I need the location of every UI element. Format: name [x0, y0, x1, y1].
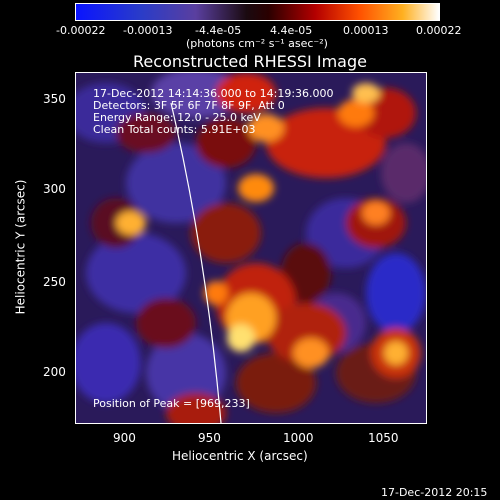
colorbar [75, 3, 440, 21]
energy-range: Energy Range: 12.0 - 25.0 keV [93, 111, 261, 124]
peak-position: Position of Peak = [969,233] [93, 397, 250, 410]
y-tick-label: 250 [43, 275, 66, 289]
image-title: Reconstructed RHESSI Image [133, 52, 367, 71]
x-tick-label: 900 [113, 431, 136, 445]
colorbar-units: (photons cm⁻² s⁻¹ asec⁻²) [186, 37, 328, 50]
y-tick-label: 200 [43, 365, 66, 379]
x-tick-label: 1000 [283, 431, 314, 445]
colorbar-tick-label: -0.00022 [56, 24, 106, 37]
y-axis-label: Heliocentric Y (arcsec) [13, 179, 28, 315]
solar-limb [170, 102, 222, 423]
colorbar-tick-label: 0.00013 [343, 24, 389, 37]
x-tick-label: 950 [198, 431, 221, 445]
x-tick-label: 1050 [368, 431, 399, 445]
rhessi-image [75, 72, 427, 424]
colorbar-tick-label: -0.00013 [123, 24, 173, 37]
time-range: 17-Dec-2012 14:14:36.000 to 14:19:36.000 [93, 87, 334, 100]
y-tick-label: 300 [43, 182, 66, 196]
colorbar-tick-label: 0.00022 [416, 24, 462, 37]
x-axis-label: Heliocentric X (arcsec) [172, 449, 308, 463]
method-counts: Clean Total counts: 5.91E+03 [93, 123, 256, 136]
detectors-info: Detectors: 3F 5F 6F 7F 8F 9F, Att 0 [93, 99, 285, 112]
y-tick-label: 350 [43, 92, 66, 106]
generation-timestamp: 17-Dec-2012 20:15 [381, 486, 488, 499]
colorbar-tick-label: 4.4e-05 [270, 24, 313, 37]
colorbar-tick-label: -4.4e-05 [195, 24, 242, 37]
